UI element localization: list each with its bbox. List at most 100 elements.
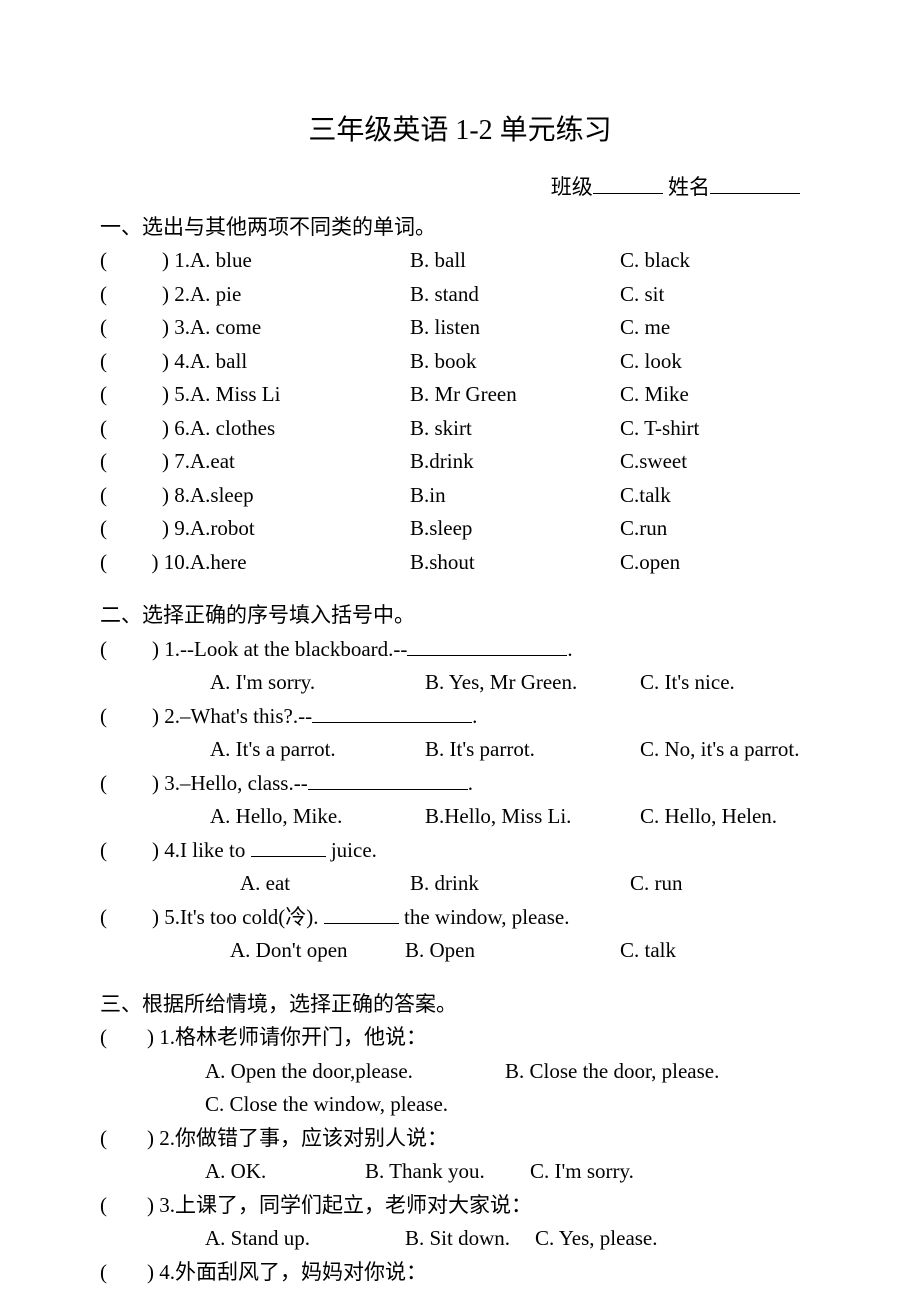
question-row: () 1.A. blueB. ballC. black <box>100 245 820 277</box>
question-stem: --Look at the blackboard.--. <box>180 634 820 666</box>
answer-blank[interactable] <box>312 702 472 723</box>
option-a: A. I'm sorry. <box>210 667 425 699</box>
section3-title: 三、根据所给情境，选择正确的答案。 <box>100 989 820 1021</box>
option-b: B. skirt <box>410 413 620 445</box>
question-options: A. Open the door,please.B. Close the doo… <box>100 1056 820 1088</box>
question-row: () 4.I like to juice. <box>100 835 820 867</box>
answer-paren[interactable]: () 5. <box>100 902 180 934</box>
question-stem: It's too cold(冷). the window, please. <box>180 902 820 934</box>
question-row: () 1.格林老师请你开门，他说： <box>100 1022 820 1054</box>
answer-paren[interactable]: () 1. <box>100 245 190 277</box>
option-c: C. Yes, please. <box>535 1226 658 1250</box>
option-a: A. come <box>190 312 410 344</box>
answer-paren[interactable]: () 3. <box>100 768 180 800</box>
option-c: C. T-shirt <box>620 413 820 445</box>
option-a: A.here <box>190 547 410 579</box>
option-c: C.talk <box>620 480 820 512</box>
question-options: A. Stand up.B. Sit down.C. Yes, please. <box>100 1223 820 1255</box>
answer-paren[interactable]: () 4. <box>100 1257 175 1289</box>
section1-title: 一、选出与其他两项不同类的单词。 <box>100 212 820 244</box>
question-row: () 1.--Look at the blackboard.--. <box>100 634 820 666</box>
question-row: () 2.A. pieB. standC. sit <box>100 279 820 311</box>
option-b: B. Sit down. <box>405 1223 535 1255</box>
answer-paren[interactable]: () 5. <box>100 379 190 411</box>
option-b: B. ball <box>410 245 620 277</box>
option-a: A. Open the door,please. <box>205 1056 505 1088</box>
option-a: A. clothes <box>190 413 410 445</box>
answer-paren[interactable]: () 4. <box>100 835 180 867</box>
page-title: 三年级英语 1-2 单元练习 <box>100 110 820 152</box>
question-row: () 10.A.hereB.shoutC.open <box>100 547 820 579</box>
option-a: A. Stand up. <box>205 1223 405 1255</box>
option-b: B. Open <box>405 935 620 967</box>
option-b: B.drink <box>410 446 620 478</box>
option-a: A. ball <box>190 346 410 378</box>
option-b: B. Mr Green <box>410 379 620 411</box>
option-a: A.robot <box>190 513 410 545</box>
option-c: C.sweet <box>620 446 820 478</box>
answer-paren[interactable]: () 3. <box>100 312 190 344</box>
answer-blank[interactable] <box>324 903 399 924</box>
option-b: B. It's parrot. <box>425 734 640 766</box>
answer-paren[interactable]: () 9. <box>100 513 190 545</box>
class-label: 班级 <box>551 175 593 199</box>
option-a: A. eat <box>240 868 410 900</box>
question-row: () 9.A.robotB.sleepC.run <box>100 513 820 545</box>
answer-paren[interactable]: () 3. <box>100 1190 175 1222</box>
question-row: () 8.A.sleepB.inC.talk <box>100 480 820 512</box>
answer-blank[interactable] <box>308 769 468 790</box>
class-blank[interactable] <box>593 173 663 194</box>
option-c: C.open <box>620 547 820 579</box>
question-options: A. Hello, Mike.B.Hello, Miss Li.C. Hello… <box>100 801 820 833</box>
question-row: () 5.A. Miss LiB. Mr GreenC. Mike <box>100 379 820 411</box>
answer-paren[interactable]: () 2. <box>100 279 190 311</box>
option-b: B. book <box>410 346 620 378</box>
question-row: () 5.It's too cold(冷). the window, pleas… <box>100 902 820 934</box>
option-a: A. It's a parrot. <box>210 734 425 766</box>
option-b: B.shout <box>410 547 620 579</box>
question-row: () 4.外面刮风了，妈妈对你说： <box>100 1257 820 1289</box>
question-row: () 6.A. clothesB. skirtC. T-shirt <box>100 413 820 445</box>
section1-list: () 1.A. blueB. ballC. black() 2.A. pieB.… <box>100 245 820 578</box>
answer-paren[interactable]: () 10. <box>100 547 190 579</box>
answer-paren[interactable]: () 2. <box>100 1123 175 1155</box>
option-c: C. me <box>620 312 820 344</box>
option-c: C. sit <box>620 279 820 311</box>
option-a: A. Hello, Mike. <box>210 801 425 833</box>
option-c: C. run <box>630 871 683 895</box>
option-c: C. Close the window, please. <box>205 1092 448 1116</box>
question-row: () 3.–Hello, class.--. <box>100 768 820 800</box>
answer-paren[interactable]: () 6. <box>100 413 190 445</box>
question-options: A. I'm sorry.B. Yes, Mr Green.C. It's ni… <box>100 667 820 699</box>
option-b: B. drink <box>410 868 630 900</box>
question-row: () 2.你做错了事，应该对别人说： <box>100 1123 820 1155</box>
question-row: () 4.A. ballB. bookC. look <box>100 346 820 378</box>
option-a: A.eat <box>190 446 410 478</box>
answer-blank[interactable] <box>251 836 326 857</box>
answer-paren[interactable]: () 2. <box>100 701 180 733</box>
option-c: C. talk <box>620 938 676 962</box>
name-blank[interactable] <box>710 173 800 194</box>
option-c: C. I'm sorry. <box>530 1159 634 1183</box>
option-c: C. look <box>620 346 820 378</box>
name-label: 姓名 <box>668 175 710 199</box>
option-b: B. Close the door, please. <box>505 1059 719 1083</box>
answer-paren[interactable]: () 7. <box>100 446 190 478</box>
answer-paren[interactable]: () 1. <box>100 1022 175 1054</box>
answer-paren[interactable]: () 8. <box>100 480 190 512</box>
answer-blank[interactable] <box>407 635 567 656</box>
option-b: B.sleep <box>410 513 620 545</box>
question-options: A. OK.B. Thank you.C. I'm sorry. <box>100 1156 820 1188</box>
section2-list: () 1.--Look at the blackboard.--.A. I'm … <box>100 634 820 967</box>
question-stem: –What's this?.--. <box>180 701 820 733</box>
question-row: () 7.A.eatB.drinkC.sweet <box>100 446 820 478</box>
question-stem: 你做错了事，应该对别人说： <box>175 1123 820 1155</box>
answer-paren[interactable]: () 1. <box>100 634 180 666</box>
question-row: () 3.A. comeB. listenC. me <box>100 312 820 344</box>
answer-paren[interactable]: () 4. <box>100 346 190 378</box>
question-row: () 2.–What's this?.--. <box>100 701 820 733</box>
question-stem: 上课了，同学们起立，老师对大家说： <box>175 1190 820 1222</box>
option-b: B. Yes, Mr Green. <box>425 667 640 699</box>
option-c: C. It's nice. <box>640 670 735 694</box>
header-info: 班级 姓名 <box>100 172 820 204</box>
